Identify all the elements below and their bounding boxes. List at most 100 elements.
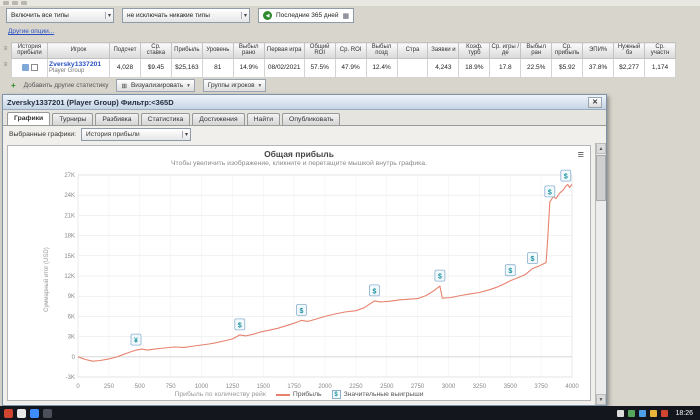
table-row[interactable]: Zversky1337201 Player Group 4,028 $9.45 $25,… <box>11 57 676 78</box>
tray-icon[interactable] <box>628 409 636 417</box>
scrollbar-thumb[interactable] <box>596 155 606 201</box>
include-types-select[interactable]: Включить все типы ▾ <box>6 8 114 23</box>
window-titlebar[interactable]: Zversky1337201 (Player Group) Фильтр:<36… <box>3 95 606 110</box>
column-header[interactable]: Стра <box>396 42 429 59</box>
other-options-link[interactable]: Другие опции... <box>8 28 55 35</box>
svg-text:1500: 1500 <box>257 384 271 390</box>
taskbar-app-icon[interactable] <box>30 408 39 418</box>
column-header[interactable]: Ср. ставка <box>139 42 172 59</box>
table-cell: 22.5% <box>520 57 553 78</box>
tab-5[interactable]: Найти <box>246 113 281 125</box>
player-name-link[interactable]: Zversky1337201 <box>49 61 102 69</box>
column-header[interactable]: Уровень <box>201 42 234 59</box>
dollar-marker-icon: $ <box>331 390 341 399</box>
column-header[interactable]: Ср. ROI <box>334 42 367 59</box>
line-swatch-icon <box>275 393 290 396</box>
svg-text:2750: 2750 <box>411 384 425 390</box>
column-header[interactable]: Выбыл рано <box>232 42 265 59</box>
column-header[interactable]: Первая игра <box>263 42 305 59</box>
svg-text:¥: ¥ <box>134 338 138 345</box>
player-cell[interactable]: Zversky1337201 Player Group <box>47 57 110 78</box>
back-arrow-icon[interactable]: ◀ <box>263 11 272 20</box>
svg-text:27K: 27K <box>64 173 75 179</box>
profit-line-chart[interactable]: 0 250 500 750 1000 1250 1500 1750 2000 2250 2500 27… <box>16 169 582 397</box>
tab-6[interactable]: Опубликовать <box>282 113 341 125</box>
row-gutter: ≡ ≡ <box>1 46 10 68</box>
scroll-up-icon[interactable]: ▲ <box>596 143 606 154</box>
column-header[interactable]: Прибыль <box>170 42 203 59</box>
chart-panel[interactable]: Общая прибыль Чтобы увеличить изображени… <box>7 145 591 401</box>
svg-text:750: 750 <box>166 384 177 390</box>
svg-text:6K: 6K <box>68 314 75 320</box>
svg-text:1250: 1250 <box>226 384 240 390</box>
player-group-label: Player Group <box>49 68 85 75</box>
exclude-types-value: не исключать никакие типы <box>127 12 210 19</box>
svg-text:$: $ <box>300 308 304 315</box>
tab-2[interactable]: Разбивка <box>95 113 139 125</box>
graph-type-select[interactable]: История прибыли ▾ <box>81 128 192 141</box>
svg-text:$: $ <box>508 268 512 275</box>
column-header[interactable]: Коэф. турб <box>458 42 491 59</box>
x-axis-label: Прибыль по количеству рейк <box>174 391 266 398</box>
column-header[interactable]: Нужный бэ <box>613 42 645 59</box>
column-header[interactable]: Игрок <box>47 42 110 59</box>
legend-item-profit[interactable]: Прибыль <box>275 391 322 398</box>
tab-4[interactable]: Достижения <box>192 113 245 125</box>
column-header[interactable]: ЭПИ% <box>582 42 615 59</box>
legend-item-big-wins[interactable]: $ Значительные выигрыши <box>331 390 424 399</box>
taskbar-app-icon[interactable] <box>17 408 26 418</box>
svg-text:$: $ <box>531 256 535 263</box>
graph-select-row: Выбранные графики: История прибыли ▾ <box>3 126 606 143</box>
column-header[interactable]: Выбыл ран <box>520 42 553 59</box>
table-header-row: История прибыли Игрок Подсчет Ср. ставка При… <box>11 42 676 59</box>
row-select-cell[interactable] <box>11 57 48 78</box>
date-range-value: Последние 365 дней <box>276 12 339 19</box>
svg-text:$: $ <box>372 288 376 295</box>
tab-bar: Графики Турниры Разбивка Статистика Достижен… <box>3 110 606 126</box>
svg-text:9K: 9K <box>68 294 75 300</box>
popup-scrollbar[interactable]: ▲ ▼ <box>595 143 606 405</box>
column-header[interactable]: История прибыли <box>11 42 48 59</box>
tray-icon[interactable] <box>639 409 647 417</box>
player-groups-label: Группы игроков <box>207 82 255 89</box>
column-header[interactable]: Выбыл позд <box>365 42 398 59</box>
table-cell: 37.8% <box>582 57 615 78</box>
tray-icon[interactable] <box>617 409 625 417</box>
table-cell: 17.8 <box>489 57 522 78</box>
tray-icon[interactable] <box>650 409 658 417</box>
date-range-filter[interactable]: ◀ Последние 365 дней ▦ <box>258 8 355 23</box>
tab-0[interactable]: Графики <box>7 112 51 125</box>
tab-1[interactable]: Турниры <box>52 113 94 125</box>
add-stats-label[interactable]: Добавить другие статистику <box>23 82 109 89</box>
scroll-down-icon[interactable]: ▼ <box>596 394 606 405</box>
taskbar-app-icon[interactable] <box>4 408 13 418</box>
column-header[interactable]: Ср. участн <box>644 42 676 59</box>
rows-icon[interactable]: ≡ <box>3 46 8 52</box>
svg-text:2250: 2250 <box>349 384 363 390</box>
taskbar-app-icon[interactable] <box>43 408 52 418</box>
tab-3[interactable]: Статистика <box>140 113 191 125</box>
svg-text:$: $ <box>564 174 568 181</box>
column-header[interactable]: Ср. прибыль <box>551 42 584 59</box>
chart-subtitle: Чтобы увеличить изображение, кликните и … <box>171 160 427 167</box>
tray-icon[interactable] <box>661 409 669 417</box>
column-header[interactable]: Заявки и <box>427 42 460 59</box>
player-groups-button[interactable]: Группы игроков ▾ <box>202 79 267 92</box>
calendar-icon[interactable]: ▦ <box>342 12 350 20</box>
chevron-down-icon: ▾ <box>104 12 111 19</box>
chart-menu-icon[interactable]: ≡ <box>577 149 584 161</box>
exclude-types-select[interactable]: не исключать никакие типы ▾ <box>122 8 250 23</box>
close-icon[interactable]: ✕ <box>588 96 602 108</box>
svg-text:24K: 24K <box>64 193 75 199</box>
table-cell: 14.9% <box>232 57 265 78</box>
column-header[interactable]: Ср. игры / де <box>489 42 522 59</box>
chevron-down-icon: ▾ <box>182 131 188 138</box>
graph-mini-icon[interactable] <box>21 63 29 71</box>
column-header[interactable]: Общий ROI <box>303 42 336 59</box>
column-header[interactable]: Подсчет <box>109 42 141 59</box>
rows-icon[interactable]: ≡ <box>3 62 8 68</box>
visualize-button[interactable]: ⊞ Визуализировать ▾ <box>116 79 195 92</box>
row-checkbox[interactable] <box>30 63 38 71</box>
svg-text:3500: 3500 <box>504 384 518 390</box>
plus-icon[interactable]: + <box>11 81 16 90</box>
